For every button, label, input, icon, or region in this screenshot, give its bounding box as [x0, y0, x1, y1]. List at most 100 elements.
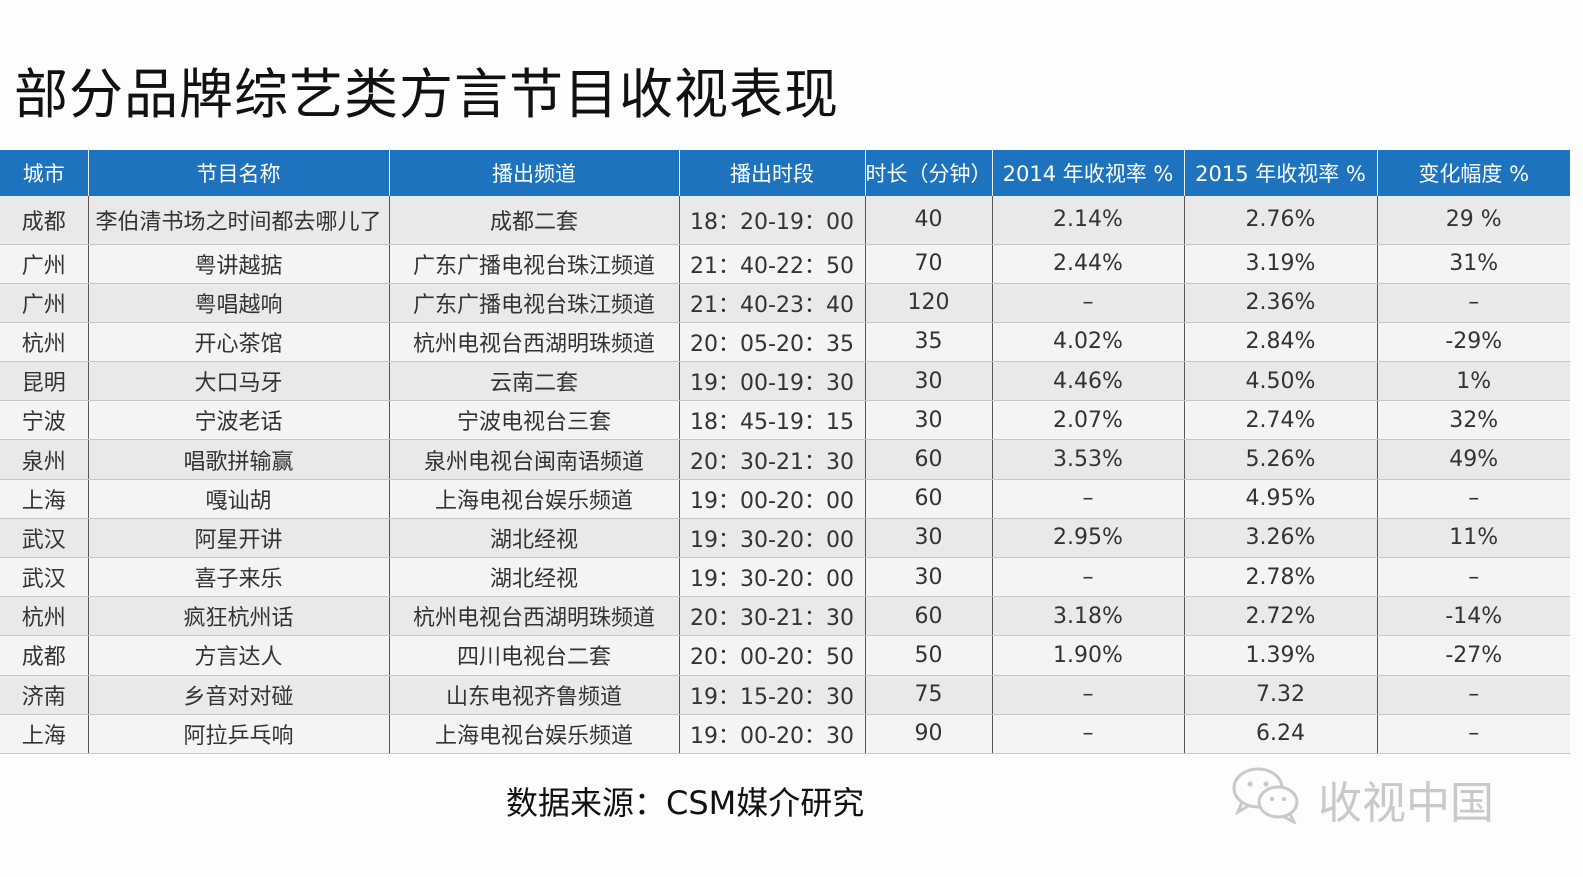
cell-program: 方言达人 — [88, 635, 390, 676]
table-row: 杭州 疯狂杭州话 杭州电视台西湖明珠频道 20：30-21：30 60 3.18% 2.72… — [0, 596, 1570, 637]
table-row: 宁波 宁波老话 宁波电视台三套 18：45-19：15 30 2.07% 2.74% 32% — [0, 400, 1570, 441]
cell-program: 宁波老话 — [88, 400, 390, 441]
cell-change: – — [1377, 557, 1570, 598]
cell-channel: 泉州电视台闽南语频道 — [389, 439, 680, 480]
header-rating-2015: 2015 年收视率 % — [1184, 150, 1378, 196]
header-program: 节目名称 — [88, 150, 390, 196]
ratings-table: 城市 节目名称 播出频道 播出时段 时长（分钟） 2014 年收视率 % 201… — [0, 150, 1570, 754]
cell-channel: 四川电视台二套 — [389, 635, 680, 676]
header-channel: 播出频道 — [389, 150, 680, 196]
cell-rating-2014: – — [992, 479, 1185, 519]
cell-change: – — [1377, 479, 1570, 519]
cell-change: 49% — [1377, 439, 1570, 480]
cell-change: – — [1377, 675, 1570, 715]
cell-rating-2014: 4.46% — [992, 361, 1185, 402]
header-change: 变化幅度 % — [1377, 150, 1570, 196]
cell-timeslot: 18：20-19：00 — [679, 196, 866, 245]
cell-channel: 上海电视台娱乐频道 — [389, 714, 680, 754]
cell-program: 嘎讪胡 — [88, 479, 390, 519]
cell-program: 开心茶馆 — [88, 322, 390, 363]
table-row: 济南 乡音对对碰 山东电视齐鲁频道 19：15-20：30 75–7.32– — [0, 675, 1570, 715]
cell-duration: 60 — [865, 596, 993, 637]
cell-rating-2014: 2.07% — [992, 400, 1185, 441]
cell-rating-2015: 2.36% — [1184, 283, 1378, 323]
cell-rating-2015: 1.39% — [1184, 635, 1378, 676]
cell-channel: 宁波电视台三套 — [389, 400, 680, 441]
cell-rating-2015: 2.72% — [1184, 596, 1378, 637]
cell-rating-2015: 2.78% — [1184, 557, 1378, 598]
cell-rating-2014: 3.53% — [992, 439, 1185, 480]
cell-duration: 50 — [865, 635, 993, 676]
table-row: 广州 粤唱越响 广东广播电视台珠江频道 21：40-23：40 120–2.36% – — [0, 283, 1570, 323]
cell-city: 成都 — [0, 635, 89, 676]
cell-program: 阿拉乒乓响 — [88, 714, 390, 754]
cell-duration: 120 — [865, 283, 993, 323]
cell-city: 武汉 — [0, 518, 89, 559]
table-row: 武汉 喜子来乐 湖北经视 19：30-20：00 30–2.78% – — [0, 557, 1570, 598]
cell-program: 唱歌拼输赢 — [88, 439, 390, 480]
data-source-note: 数据来源：CSM媒介研究 — [506, 784, 865, 822]
cell-rating-2015: 4.95% — [1184, 479, 1378, 519]
header-rating-2014: 2014 年收视率 % — [992, 150, 1185, 196]
cell-rating-2014: 2.95% — [992, 518, 1185, 559]
table-row: 昆明 大口马牙 云南二套 19：00-19：30 30 4.46% 4.50% 1% — [0, 361, 1570, 402]
cell-rating-2014: 2.14% — [992, 196, 1185, 245]
cell-change: 11% — [1377, 518, 1570, 559]
cell-change: – — [1377, 714, 1570, 754]
cell-change: -29% — [1377, 322, 1570, 363]
cell-timeslot: 20：30-21：30 — [679, 596, 866, 637]
cell-program: 大口马牙 — [88, 361, 390, 402]
cell-city: 广州 — [0, 244, 89, 284]
page-title: 部分品牌综艺类方言节目收视表现 — [14, 63, 839, 126]
header-duration: 时长（分钟） — [865, 150, 993, 196]
cell-change: 1% — [1377, 361, 1570, 402]
table-row: 杭州 开心茶馆 杭州电视台西湖明珠频道 20：05-20：35 35 4.02% 2.84%… — [0, 322, 1570, 363]
cell-channel: 杭州电视台西湖明珠频道 — [389, 596, 680, 637]
cell-program: 阿星开讲 — [88, 518, 390, 559]
cell-change: 31% — [1377, 244, 1570, 284]
cell-duration: 60 — [865, 479, 993, 519]
cell-timeslot: 19：00-19：30 — [679, 361, 866, 402]
cell-city: 昆明 — [0, 361, 89, 402]
cell-program: 李伯清书场之时间都去哪儿了 — [88, 196, 390, 245]
cell-timeslot: 20：30-21：30 — [679, 439, 866, 480]
cell-rating-2014: – — [992, 714, 1185, 754]
cell-channel: 湖北经视 — [389, 518, 680, 559]
cell-duration: 30 — [865, 400, 993, 441]
cell-timeslot: 19：15-20：30 — [679, 675, 866, 715]
cell-channel: 山东电视齐鲁频道 — [389, 675, 680, 715]
cell-city: 武汉 — [0, 557, 89, 598]
table-row: 上海 阿拉乒乓响 上海电视台娱乐频道 19：00-20：30 90–6.24– — [0, 714, 1570, 754]
cell-change: 32% — [1377, 400, 1570, 441]
cell-channel: 湖北经视 — [389, 557, 680, 598]
cell-timeslot: 21：40-22：50 — [679, 244, 866, 284]
cell-city: 上海 — [0, 714, 89, 754]
table-row: 广州 粤讲越掂 广东广播电视台珠江频道 21：40-22：50 70 2.44% 3.19%… — [0, 244, 1570, 284]
header-city: 城市 — [0, 150, 89, 196]
cell-change: – — [1377, 283, 1570, 323]
cell-program: 粤唱越响 — [88, 283, 390, 323]
cell-channel: 广东广播电视台珠江频道 — [389, 283, 680, 323]
cell-rating-2015: 6.24 — [1184, 714, 1378, 754]
cell-rating-2015: 2.84% — [1184, 322, 1378, 363]
cell-city: 济南 — [0, 675, 89, 715]
table-row: 泉州 唱歌拼输赢 泉州电视台闽南语频道 20：30-21：30 60 3.53% 5.26%… — [0, 439, 1570, 480]
cell-duration: 30 — [865, 557, 993, 598]
cell-timeslot: 19：30-20：00 — [679, 518, 866, 559]
cell-timeslot: 19：00-20：30 — [679, 714, 866, 754]
cell-change: -27% — [1377, 635, 1570, 676]
cell-program: 粤讲越掂 — [88, 244, 390, 284]
cell-timeslot: 18：45-19：15 — [679, 400, 866, 441]
cell-rating-2015: 2.74% — [1184, 400, 1378, 441]
cell-timeslot: 19：30-20：00 — [679, 557, 866, 598]
cell-city: 宁波 — [0, 400, 89, 441]
cell-city: 杭州 — [0, 596, 89, 637]
cell-timeslot: 20：00-20：50 — [679, 635, 866, 676]
cell-program: 喜子来乐 — [88, 557, 390, 598]
cell-timeslot: 20：05-20：35 — [679, 322, 866, 363]
cell-duration: 35 — [865, 322, 993, 363]
cell-rating-2014: 3.18% — [992, 596, 1185, 637]
cell-timeslot: 21：40-23：40 — [679, 283, 866, 323]
header-timeslot: 播出时段 — [679, 150, 866, 196]
watermark-text: 收视中国 — [1318, 777, 1494, 829]
